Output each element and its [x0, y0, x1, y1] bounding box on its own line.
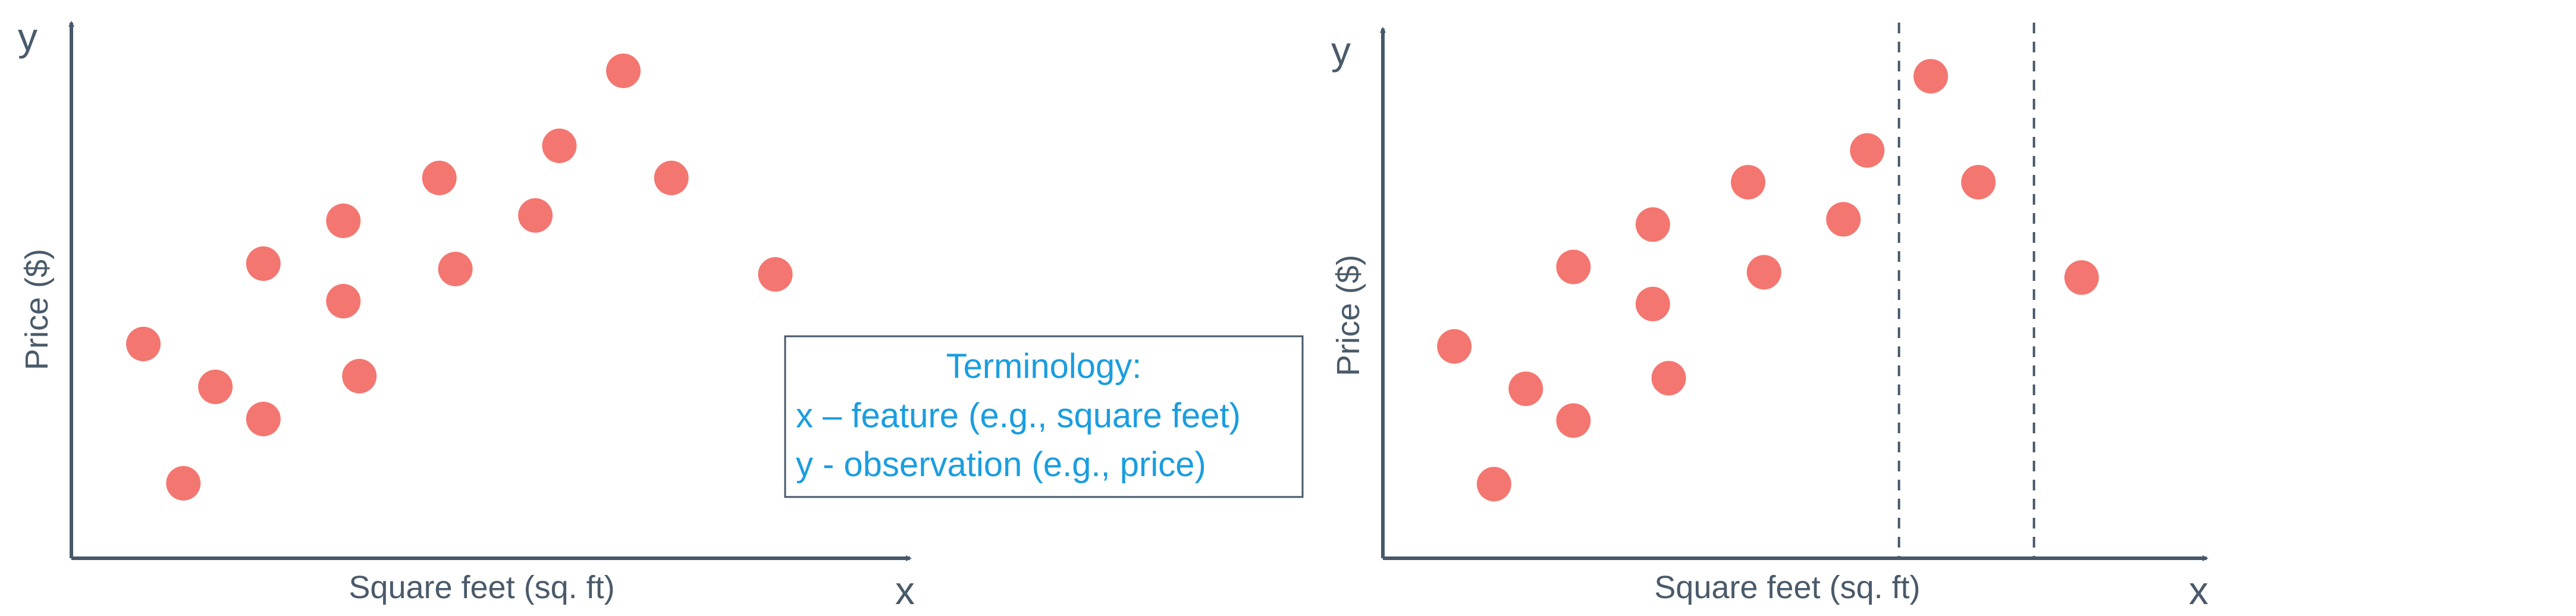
terminology-box: Terminology: x – feature (e.g., square f… — [784, 335, 1304, 498]
terminology-title: Terminology: — [946, 347, 1142, 386]
left-data-point-9 — [422, 161, 457, 195]
right-x-axis-letter: x — [2189, 568, 2208, 612]
right-data-point-3 — [1508, 371, 1543, 407]
left-data-point-3 — [198, 370, 233, 404]
right-data-point-8 — [1651, 361, 1686, 396]
right-point-group — [1437, 59, 2099, 502]
right-data-point-14 — [1961, 165, 1996, 200]
left-data-point-4 — [246, 402, 281, 436]
terminology-line-observation: y - observation (e.g., price) — [796, 445, 1206, 484]
left-data-point-11 — [518, 198, 553, 233]
left-data-point-12 — [542, 129, 577, 163]
terminology-line-feature: x – feature (e.g., square feet) — [796, 396, 1241, 435]
right-data-point-10 — [1746, 255, 1781, 290]
left-data-point-6 — [326, 204, 361, 238]
right-data-point-15 — [2064, 260, 2099, 295]
right-data-point-2 — [1476, 467, 1511, 502]
left-data-point-15 — [758, 257, 793, 292]
left-data-point-7 — [326, 284, 361, 318]
left-data-point-10 — [438, 252, 473, 286]
left-y-axis-letter: y — [18, 15, 37, 59]
right-data-point-1 — [1437, 329, 1472, 364]
left-data-point-2 — [166, 466, 201, 501]
left-x-axis-letter: x — [895, 568, 915, 612]
left-data-point-1 — [126, 327, 161, 361]
left-scatter-chart: y x Square feet (sq. ft) Price ($) — [18, 15, 915, 612]
terminology-frame — [784, 335, 1304, 498]
right-y-axis-label: Price ($) — [1331, 255, 1366, 376]
right-scatter-chart: y x Square feet (sq. ft) Price ($) — [1331, 23, 2208, 612]
right-data-point-4 — [1556, 403, 1591, 438]
left-x-axis-label: Square feet (sq. ft) — [349, 570, 614, 605]
left-data-point-5 — [246, 246, 281, 281]
left-data-point-8 — [342, 359, 377, 393]
left-data-point-14 — [654, 161, 689, 195]
left-data-point-13 — [606, 54, 641, 88]
right-data-point-11 — [1826, 202, 1861, 237]
right-y-axis-letter: y — [1331, 29, 1351, 73]
left-point-group — [126, 54, 793, 501]
right-x-axis-label: Square feet (sq. ft) — [1654, 570, 1920, 605]
right-dashed-line-group — [1897, 23, 2035, 558]
right-data-point-13 — [1913, 59, 1949, 94]
right-data-point-12 — [1850, 133, 1885, 168]
right-data-point-6 — [1635, 207, 1670, 242]
right-data-point-5 — [1556, 249, 1591, 284]
left-y-axis-label: Price ($) — [19, 249, 55, 370]
right-data-point-9 — [1731, 165, 1766, 200]
right-data-point-7 — [1635, 286, 1670, 321]
